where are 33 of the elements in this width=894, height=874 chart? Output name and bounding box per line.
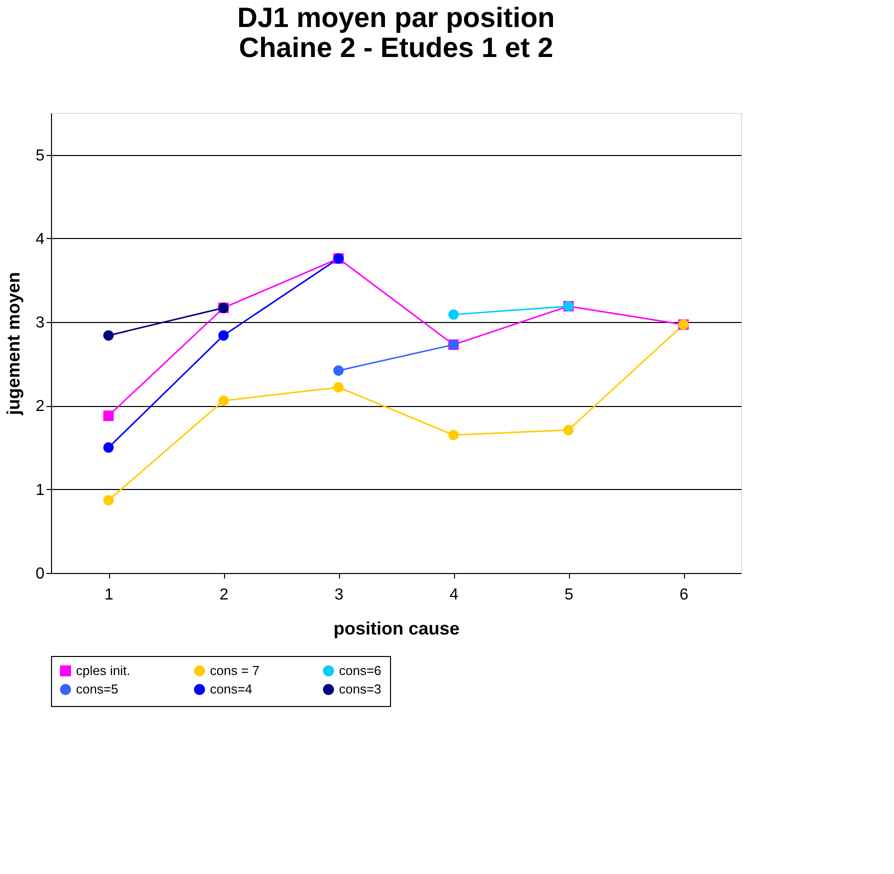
point [333,365,344,376]
x-tick-label: 3 [334,586,344,604]
point [333,382,344,393]
point [218,330,229,341]
y-tick-label: 1 [36,482,45,499]
point [563,424,574,436]
point [103,410,114,422]
legend-label: cons=6 [339,662,382,678]
x-tick-label: 1 [104,586,114,604]
point [448,430,459,440]
point [448,309,459,320]
legend-label: cples init. [76,662,130,678]
point [103,330,114,341]
legend-label: cons = 7 [210,662,260,678]
y-tick-label: 0 [36,566,45,582]
x-axis-title: position cause [333,618,460,638]
point [103,442,114,453]
y-tick-label: 3 [36,314,45,332]
legend-label: cons=3 [339,682,382,696]
legend-label: cons=4 [210,682,252,696]
x-tick-label: 5 [564,586,574,604]
y-tick-label: 5 [36,147,45,164]
legend-label: cons=5 [76,682,118,696]
x-tick-label: 4 [450,586,459,604]
y-axis-title: jugement moyen [4,272,24,416]
x-tick-label: 6 [680,586,689,604]
point [218,395,229,406]
x-tick-label: 2 [220,586,229,604]
text: Chaine 2 - Etudes 1 et 2 [238,32,554,63]
point [103,495,114,506]
y-tick-label: 2 [36,398,45,416]
text: DJ1 moyen par position [237,2,555,33]
y-tick-label: 4 [36,230,45,248]
